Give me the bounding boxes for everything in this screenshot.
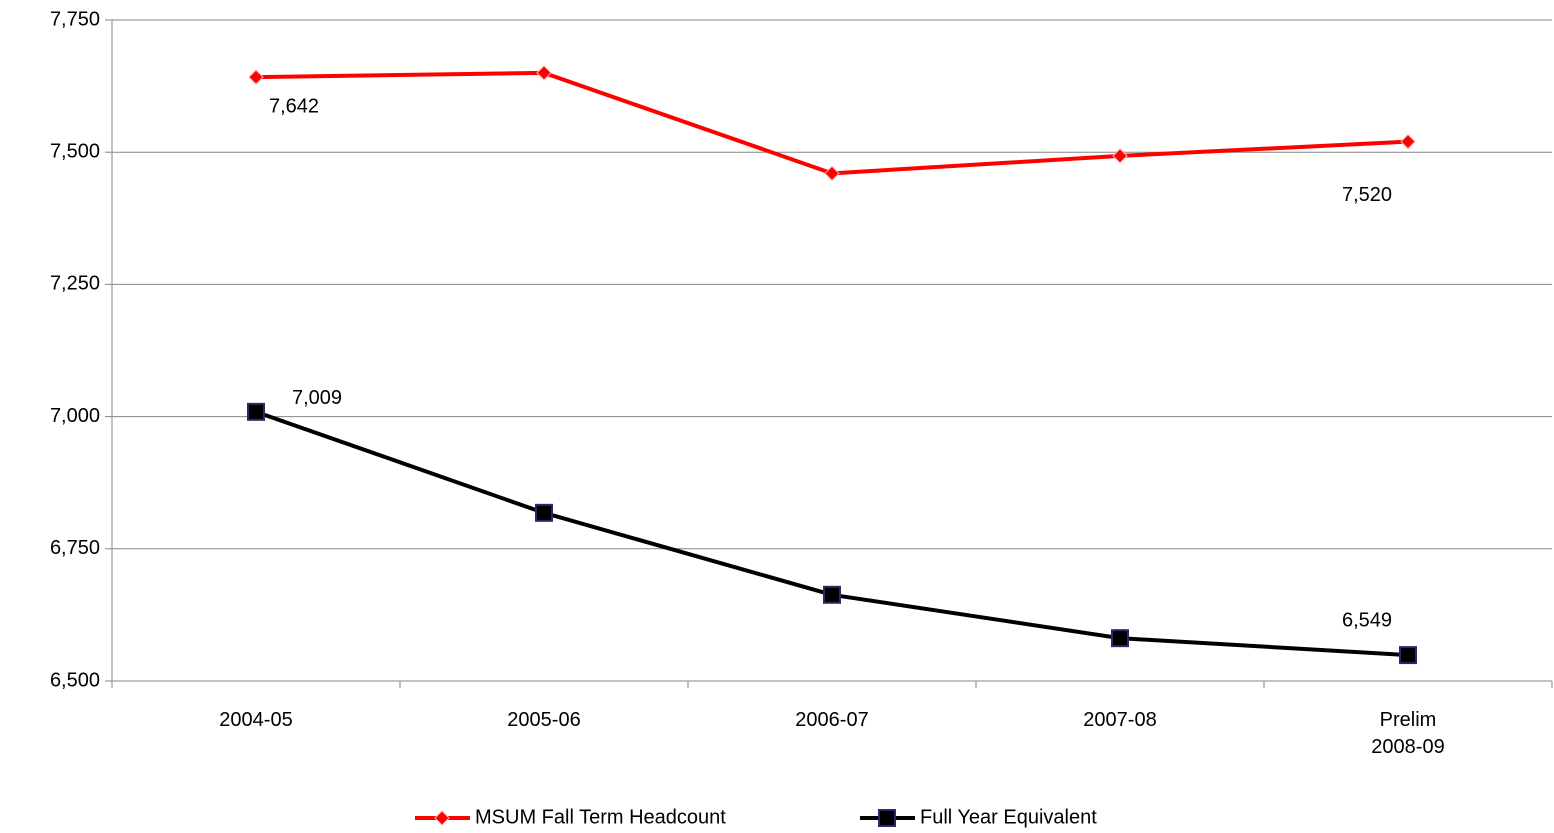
- data-label: 7,642: [269, 95, 319, 117]
- legend-marker: [434, 810, 450, 826]
- data-point: [824, 165, 840, 182]
- x-tick-label: 2004-05: [219, 709, 293, 731]
- data-label: 7,520: [1342, 184, 1392, 206]
- x-tick-label: 2006-07: [795, 709, 869, 731]
- data-label: 7,009: [292, 387, 342, 409]
- series-line: [255, 409, 1409, 658]
- data-point: [823, 585, 841, 604]
- data-point: [536, 65, 552, 81]
- y-tick-label: 7,250: [50, 273, 100, 295]
- data-point: [1112, 148, 1128, 164]
- y-tick-label: 6,500: [50, 669, 100, 691]
- y-tick-label: 6,750: [50, 537, 100, 559]
- data-point: [1399, 646, 1417, 665]
- data-point: [248, 69, 264, 85]
- data-point: [1400, 133, 1416, 150]
- data-point: [535, 503, 553, 522]
- legend-marker: [878, 809, 896, 827]
- data-point: [247, 402, 265, 421]
- y-tick-label: 7,000: [50, 405, 100, 427]
- y-tick-label: 7,500: [50, 140, 100, 162]
- data-point: [1111, 629, 1129, 648]
- y-tick-label: 7,750: [50, 8, 100, 30]
- legend-label: MSUM Fall Term Headcount: [475, 806, 726, 828]
- x-tick-label: 2007-08: [1083, 709, 1157, 731]
- series-line: [255, 70, 1409, 176]
- x-tick-label: 2005-06: [507, 709, 581, 731]
- legend-label: Full Year Equivalent: [920, 806, 1097, 828]
- data-label: 6,549: [1342, 609, 1392, 631]
- x-tick-label: Prelim 2008-09: [1371, 709, 1445, 758]
